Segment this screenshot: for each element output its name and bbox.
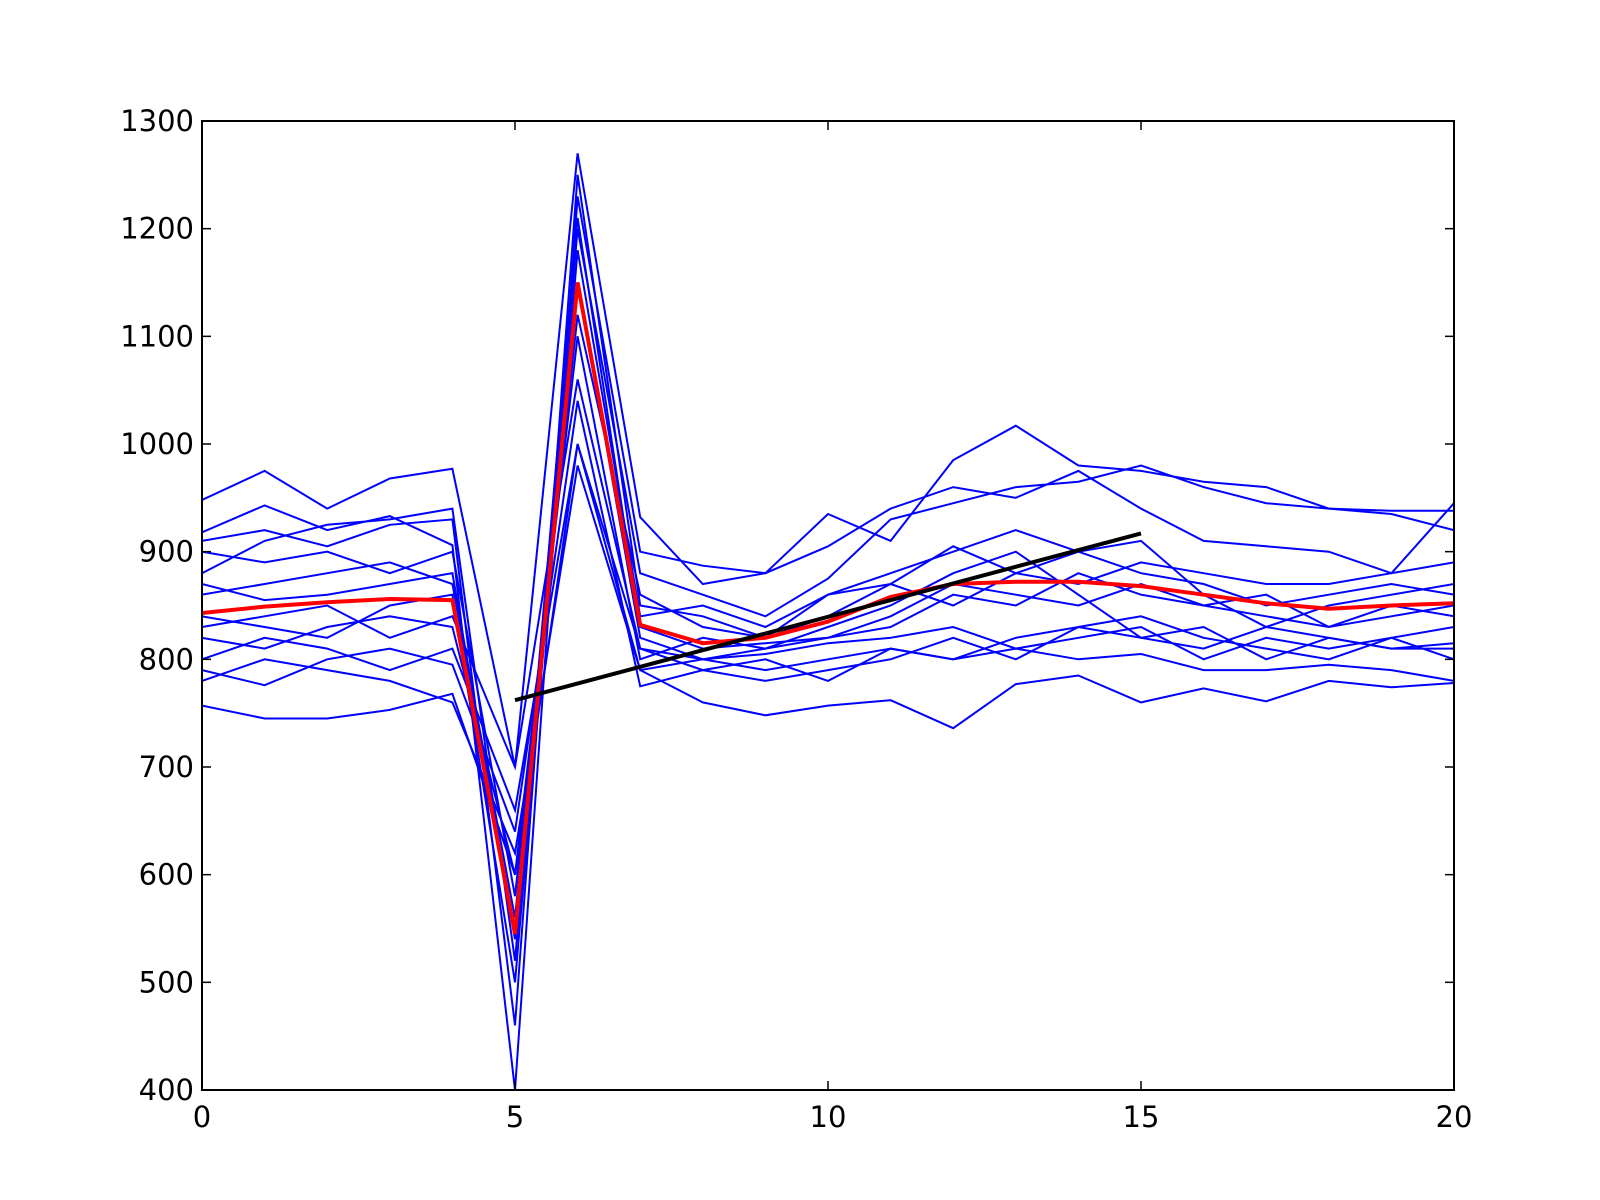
x-tick-label: 20	[1436, 1100, 1473, 1134]
series-line	[514, 531, 1142, 703]
series-line	[202, 153, 1454, 768]
x-tick-label: 15	[1123, 1100, 1160, 1134]
y-tick-label: 800	[139, 642, 194, 676]
series-line	[202, 465, 1454, 857]
series-line	[202, 443, 1454, 876]
series-line	[202, 174, 1454, 1026]
y-tick-label: 1100	[120, 319, 194, 353]
series-line	[202, 379, 1454, 771]
series-line	[202, 196, 1454, 1090]
series-line	[202, 282, 1454, 935]
y-tick-label: 700	[139, 750, 194, 784]
series-line	[202, 400, 1454, 832]
y-tick-label: 1000	[120, 427, 194, 461]
series-line	[202, 217, 1454, 940]
x-tick-label: 0	[193, 1100, 211, 1134]
series-line	[202, 336, 1454, 875]
series-line	[202, 228, 1454, 961]
y-tick-label: 900	[139, 535, 194, 569]
y-tick-label: 500	[139, 965, 194, 999]
y-tick-label: 1300	[120, 104, 194, 138]
x-tick-label: 10	[810, 1100, 847, 1134]
y-tick-label: 400	[139, 1073, 194, 1107]
y-tick-label: 600	[139, 858, 194, 892]
y-tick-label: 1200	[120, 212, 194, 246]
x-tick-label: 5	[506, 1100, 524, 1134]
